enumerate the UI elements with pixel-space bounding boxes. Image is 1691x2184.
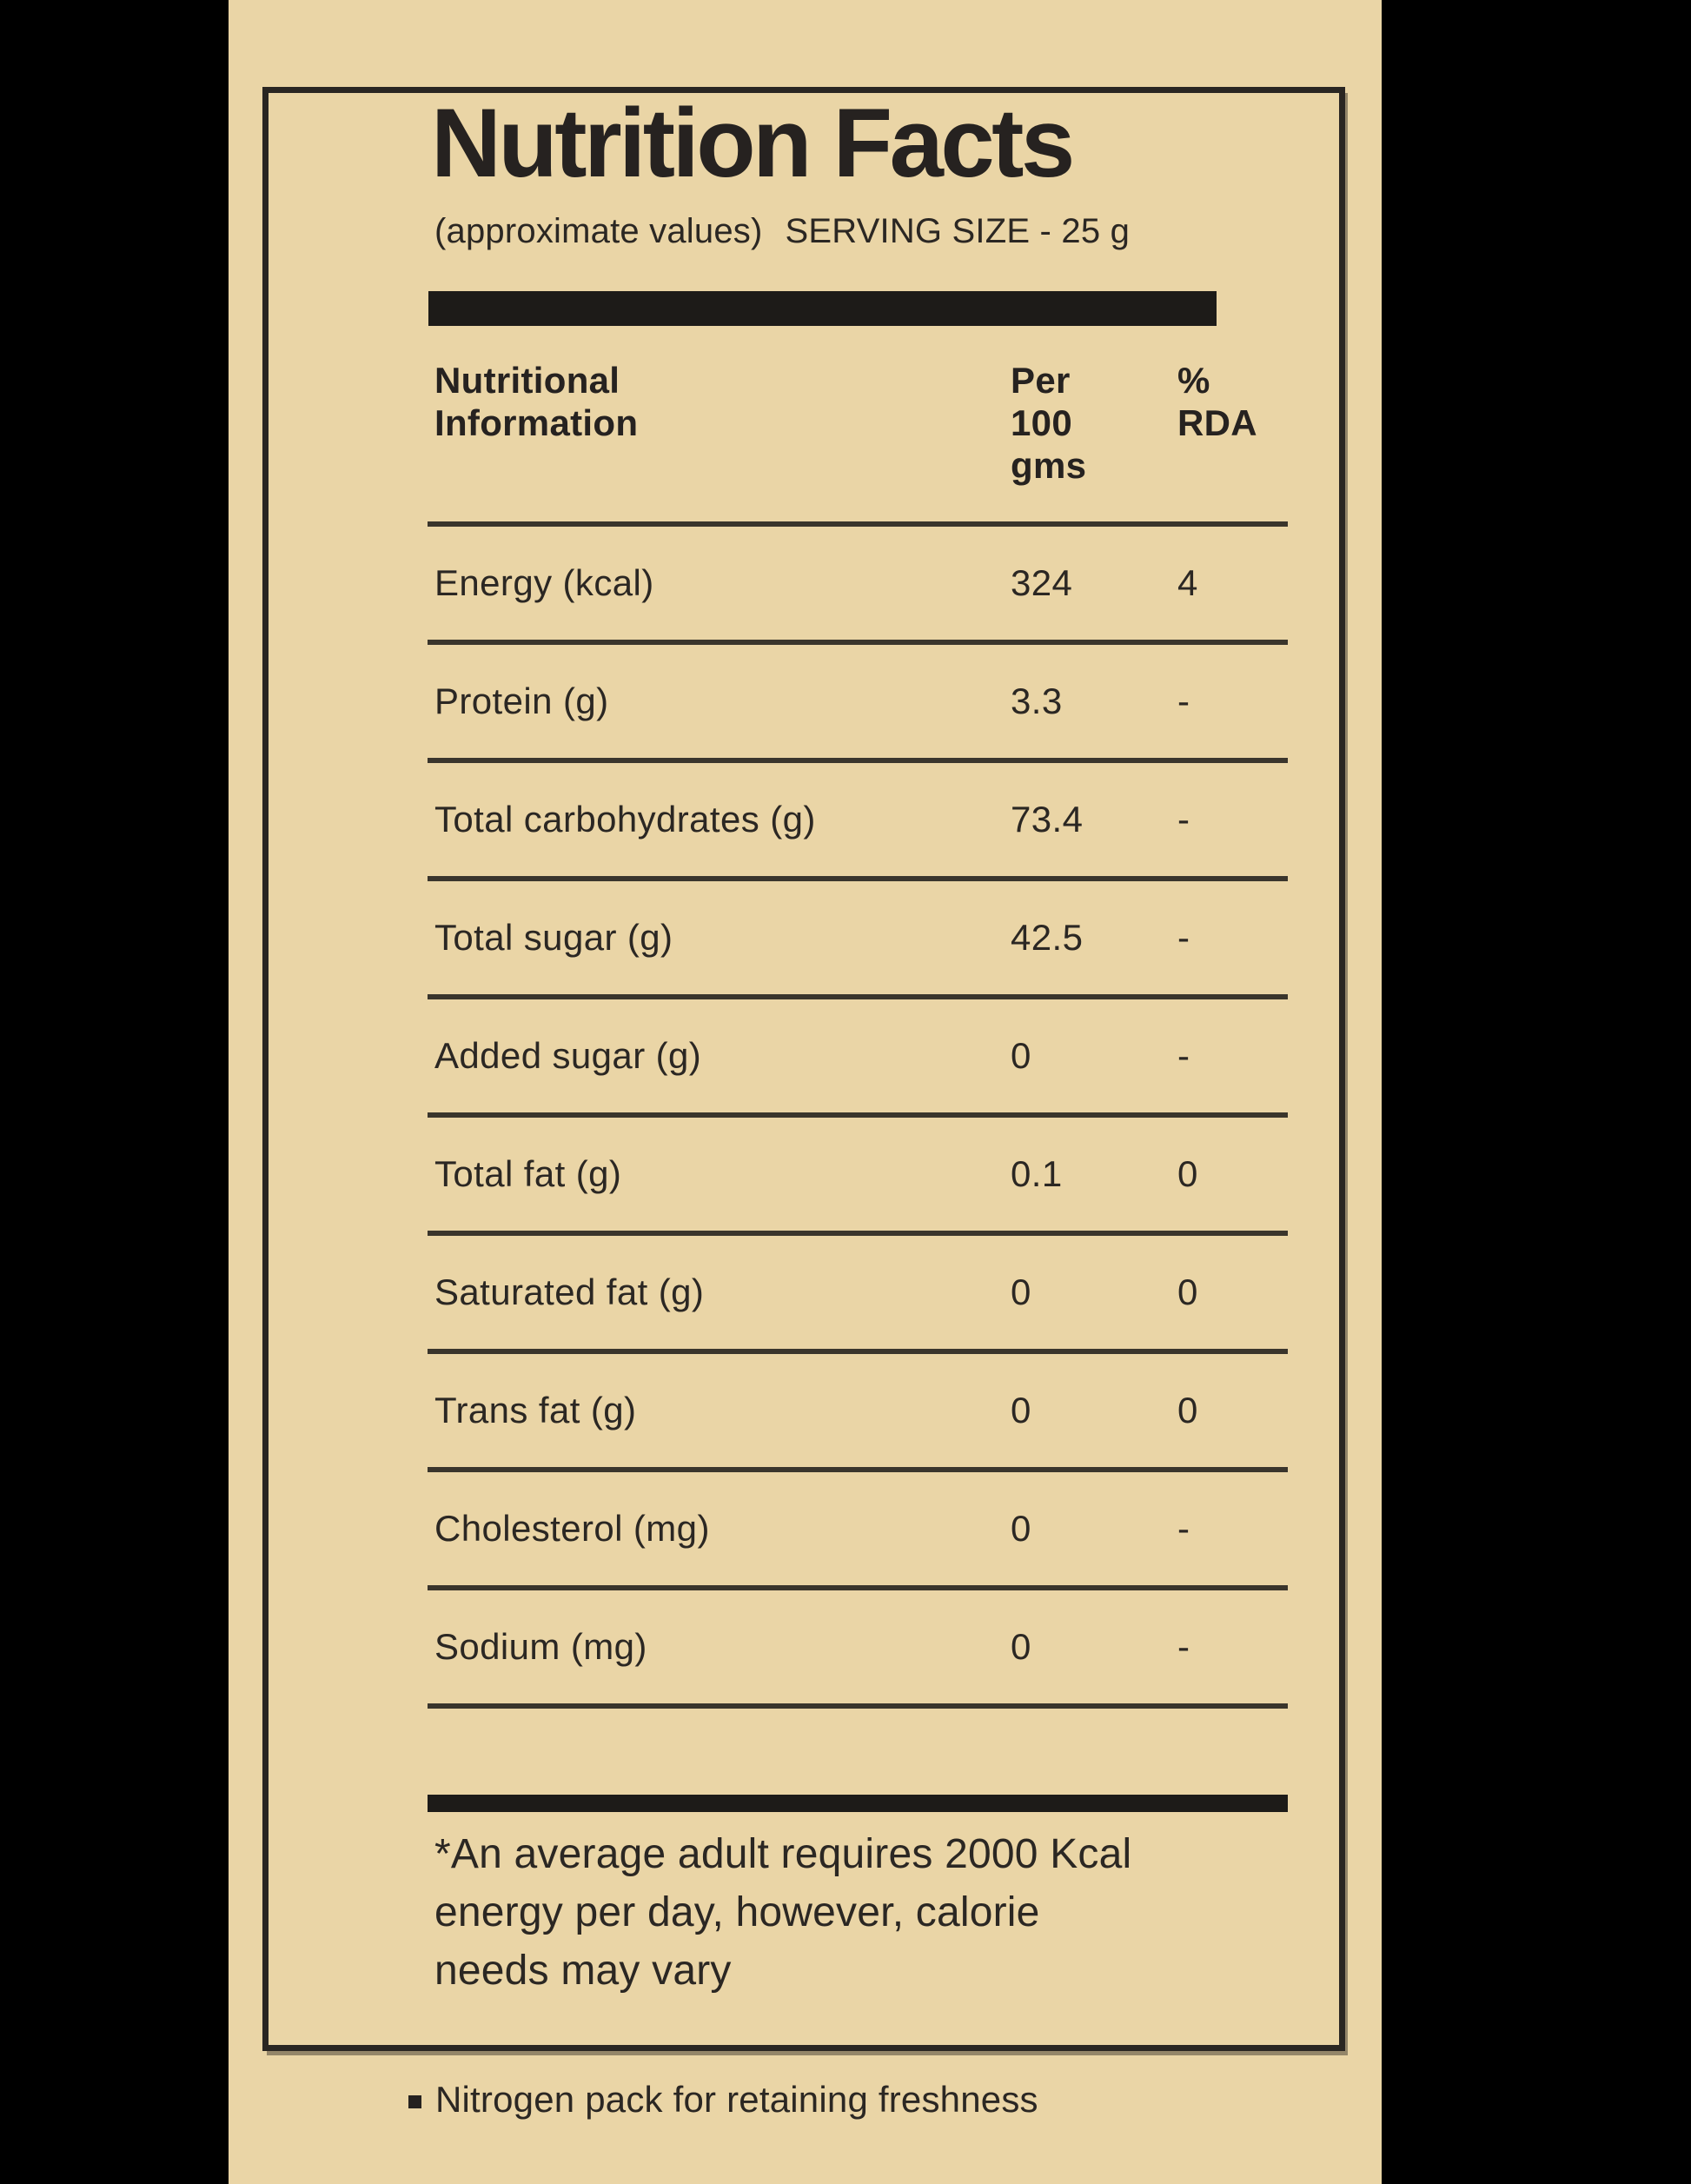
bullet-square-icon <box>408 2094 421 2108</box>
col-header-percent-rda: % RDA <box>1177 360 1257 443</box>
row-per100: 42.5 <box>1011 917 1084 958</box>
table-row-total-fat: Total fat (g) 0.1 0 <box>428 1118 1288 1236</box>
row-rda: - <box>1177 917 1190 958</box>
row-label: Saturated fat (g) <box>434 1271 705 1312</box>
table-row-total-carbohydrates: Total carbohydrates (g) 73.4 - <box>428 763 1288 881</box>
row-label: Trans fat (g) <box>434 1390 637 1431</box>
table-row-energy: Energy (kcal) 324 4 <box>428 527 1288 645</box>
row-label: Total carbohydrates (g) <box>434 799 816 840</box>
row-rda: 0 <box>1177 1390 1198 1431</box>
row-per100: 0 <box>1011 1508 1031 1549</box>
freshness-note-text: Nitrogen pack for retaining freshness <box>435 2079 1038 2120</box>
row-rda: - <box>1177 799 1190 840</box>
row-per100: 0 <box>1011 1035 1031 1076</box>
row-per100: 0.1 <box>1011 1153 1063 1194</box>
row-label: Energy (kcal) <box>434 562 654 603</box>
subtitle-note: (approximate values) <box>434 212 763 250</box>
nutrition-subtitle: (approximate values) SERVING SIZE - 25 g <box>434 212 1130 251</box>
table-row-total-sugar: Total sugar (g) 42.5 - <box>428 881 1288 999</box>
row-rda: 0 <box>1177 1153 1198 1194</box>
row-per100: 0 <box>1011 1390 1031 1431</box>
row-rda: - <box>1177 680 1190 721</box>
row-per100: 324 <box>1011 562 1073 603</box>
nutrition-box <box>262 87 1345 2051</box>
row-per100: 0 <box>1011 1271 1031 1312</box>
row-label: Sodium (mg) <box>434 1626 647 1667</box>
row-per100: 73.4 <box>1011 799 1084 840</box>
footnote-text: *An average adult requires 2000 Kcal ene… <box>434 1831 1132 1994</box>
row-label: Protein (g) <box>434 680 609 721</box>
row-per100: 0 <box>1011 1626 1031 1667</box>
table-row-added-sugar: Added sugar (g) 0 - <box>428 999 1288 1118</box>
divider-bar-top <box>428 291 1217 326</box>
row-label: Added sugar (g) <box>434 1035 702 1076</box>
col-header-per-100-gms: Per 100 gms <box>1011 360 1087 486</box>
row-label: Total sugar (g) <box>434 917 673 958</box>
row-per100: 3.3 <box>1011 680 1063 721</box>
row-rda: - <box>1177 1508 1190 1549</box>
nutrition-table: Energy (kcal) 324 4 Protein (g) 3.3 - To… <box>428 521 1288 1709</box>
row-label: Total fat (g) <box>434 1153 622 1194</box>
row-rda: - <box>1177 1626 1190 1667</box>
divider-bar-bottom <box>428 1795 1288 1812</box>
label-panel: Nutrition Facts (approximate values) SERV… <box>229 0 1382 2184</box>
table-row-protein: Protein (g) 3.3 - <box>428 645 1288 763</box>
freshness-note: Nitrogen pack for retaining freshness <box>408 2079 1038 2121</box>
row-rda: 0 <box>1177 1271 1198 1312</box>
table-row-saturated-fat: Saturated fat (g) 0 0 <box>428 1236 1288 1354</box>
row-rda: - <box>1177 1035 1190 1076</box>
table-row-cholesterol: Cholesterol (mg) 0 - <box>428 1472 1288 1590</box>
table-row-trans-fat: Trans fat (g) 0 0 <box>428 1354 1288 1472</box>
table-row-sodium: Sodium (mg) 0 - <box>428 1590 1288 1709</box>
row-label: Cholesterol (mg) <box>434 1508 710 1549</box>
nutrition-title: Nutrition Facts <box>431 89 1075 197</box>
col-header-nutritional-information: Nutritional Information <box>434 360 639 443</box>
row-rda: 4 <box>1177 562 1198 603</box>
serving-size-text: SERVING SIZE - 25 g <box>785 212 1131 250</box>
